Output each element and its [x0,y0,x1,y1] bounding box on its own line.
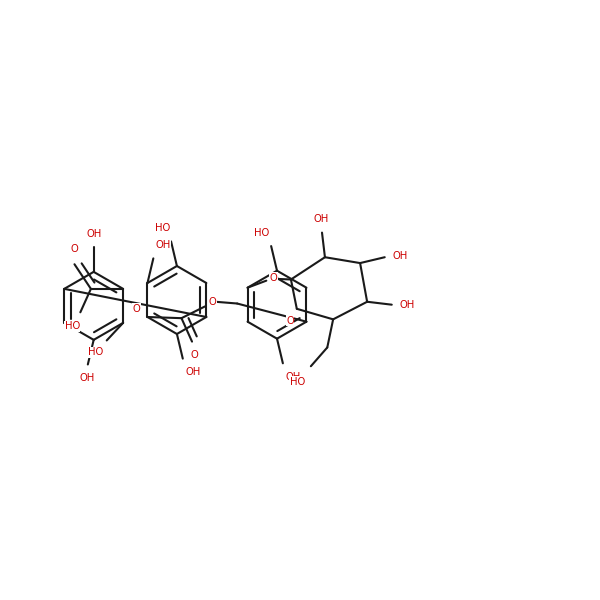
Text: HO: HO [290,377,305,387]
Text: O: O [286,316,294,326]
Text: OH: OH [79,373,94,383]
Text: OH: OH [285,371,301,382]
Text: O: O [208,297,216,307]
Text: OH: OH [314,214,329,224]
Text: HO: HO [88,347,103,358]
Text: OH: OH [86,229,101,239]
Text: OH: OH [185,367,200,377]
Text: OH: OH [393,251,408,261]
Text: HO: HO [155,223,170,233]
Text: HO: HO [65,321,80,331]
Text: OH: OH [155,240,171,250]
Text: HO: HO [254,228,269,238]
Text: O: O [133,304,140,314]
Text: O: O [70,244,78,254]
Text: O: O [190,350,198,360]
Text: OH: OH [400,300,415,310]
Text: O: O [270,273,278,283]
